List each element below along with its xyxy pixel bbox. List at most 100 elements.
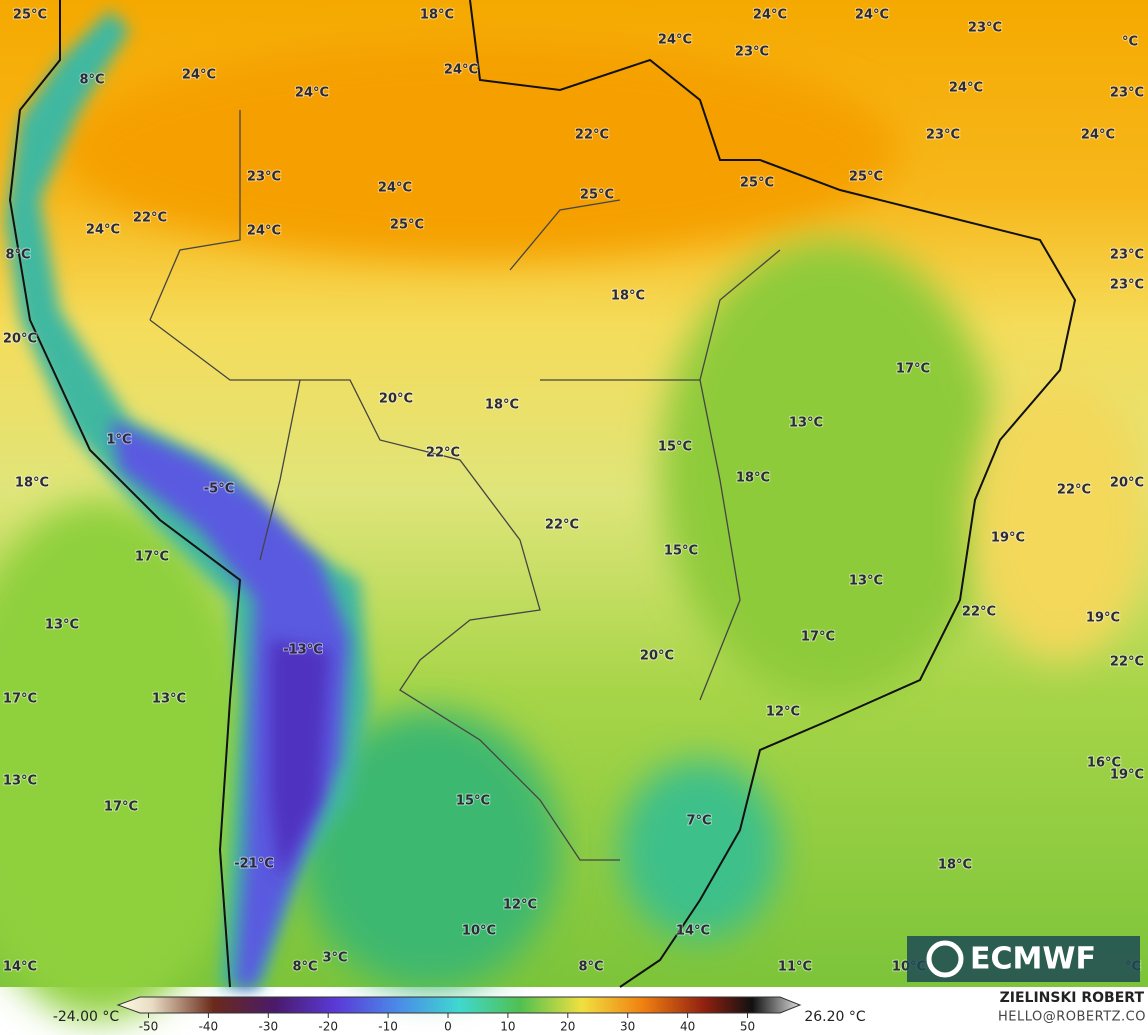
temperature-label: 24°C (182, 68, 216, 83)
temperature-label: 13°C (45, 618, 79, 633)
temperature-label: 12°C (766, 705, 800, 720)
temperature-label: 25°C (740, 176, 774, 191)
temperature-label: 18°C (485, 398, 519, 413)
temperature-label: 8°C (578, 960, 603, 975)
temperature-label: 25°C (390, 218, 424, 233)
ocean-warm (970, 380, 1148, 660)
temperature-label: 17°C (896, 362, 930, 377)
temperature-label: 24°C (1081, 128, 1115, 143)
temperature-label: 23°C (1110, 248, 1144, 263)
colorbar-tick-label: -20 (318, 1020, 338, 1034)
temperature-label: 24°C (753, 8, 787, 23)
temperature-label: 15°C (456, 794, 490, 809)
temperature-label: 16°C (1087, 756, 1121, 771)
colorbar-tick-label: 30 (620, 1020, 635, 1034)
temperature-label: 18°C (736, 471, 770, 486)
temperature-label: 23°C (1110, 86, 1144, 101)
temperature-label: -5°C (204, 482, 234, 497)
temperature-label: 22°C (575, 128, 609, 143)
temperature-label: 18°C (611, 289, 645, 304)
temperature-label: 24°C (949, 81, 983, 96)
temperature-label: 24°C (855, 8, 889, 23)
temperature-label: 22°C (962, 605, 996, 620)
coastlines (8, 0, 1077, 988)
temperature-label: 12°C (503, 898, 537, 913)
temperature-label: 23°C (1110, 278, 1144, 293)
temperature-label: 19°C (1110, 768, 1144, 783)
temperature-label: 25°C (580, 188, 614, 203)
temperature-label: 3°C (322, 951, 347, 966)
temperature-label: 15°C (664, 544, 698, 559)
temperature-label: 17°C (801, 630, 835, 645)
borders (149, 110, 781, 861)
colorbar-tick-label: 0 (444, 1020, 452, 1034)
credit-name: ZIELINSKI ROBERT (1000, 990, 1145, 1006)
cool-zone (300, 710, 560, 990)
temperature-label: 13°C (789, 416, 823, 431)
temperature-label: 8°C (292, 960, 317, 975)
temperature-label: 8°C (5, 248, 30, 263)
logo-icon (926, 940, 964, 978)
temperature-label: 17°C (3, 692, 37, 707)
temperature-label: 23°C (926, 128, 960, 143)
temperature-label: 20°C (379, 392, 413, 407)
temperature-label: 22°C (545, 518, 579, 533)
temperature-label: 1°C (106, 433, 131, 448)
temperature-label: 20°C (640, 649, 674, 664)
temperature-label: 18°C (420, 8, 454, 23)
temperature-label: -21°C (234, 857, 274, 872)
ocean-zone (0, 500, 250, 1020)
temperature-label: 13°C (152, 692, 186, 707)
temperature-label: 24°C (295, 86, 329, 101)
temperature-label: 13°C (3, 774, 37, 789)
temperature-label: 7°C (686, 814, 711, 829)
temperature-label: 24°C (86, 223, 120, 238)
temperature-label: 17°C (104, 800, 138, 815)
warm-zone (60, 40, 900, 260)
colorbar-min: -24.00 °C (53, 1009, 120, 1025)
temperature-label: 24°C (247, 224, 281, 239)
temperature-label: 22°C (1057, 483, 1091, 498)
temperature-label: 14°C (3, 960, 37, 975)
temperature-label: 8°C (79, 73, 104, 88)
colorbar-tick-label: 20 (560, 1020, 575, 1034)
temperature-label: 24°C (658, 33, 692, 48)
temperature-label: 15°C (658, 440, 692, 455)
temperature-label: 25°C (13, 8, 47, 23)
green-zone (660, 240, 1000, 700)
temperature-label: 24°C (444, 63, 478, 78)
logo-text: ECMWF (970, 942, 1096, 977)
andes-coldest (270, 640, 330, 880)
colorbar-tick-label: -40 (199, 1020, 219, 1034)
temperature-label: 19°C (991, 531, 1025, 546)
colorbar-tick-label: -30 (258, 1020, 278, 1034)
temperature-label: 22°C (426, 446, 460, 461)
temperature-label: 23°C (247, 170, 281, 185)
temperature-label: 13°C (849, 574, 883, 589)
credit-email: HELLO@ROBERTZ.CO (998, 1010, 1146, 1025)
temperature-label: 11°C (778, 960, 812, 975)
temperature-label: 17°C (135, 550, 169, 565)
colorbar-tick-label: 50 (740, 1020, 755, 1034)
colorbar: -24.00 °C 26.20 °C -50 -40 -30 -20 -10 0 10 20 3… (53, 996, 866, 1034)
colorbar-tick-label: 40 (680, 1020, 695, 1034)
temperature-label: 24°C (378, 181, 412, 196)
temperature-label: °C (1122, 35, 1138, 50)
temperature-label: 18°C (938, 858, 972, 873)
temperature-label: 22°C (133, 211, 167, 226)
temperature-label: 18°C (15, 476, 49, 491)
cool-zone (620, 760, 780, 940)
temperature-label: -13°C (283, 643, 323, 658)
colorbar-tick-label: -50 (139, 1020, 159, 1034)
colorbar-scale (116, 996, 802, 1014)
temperature-label: 22°C (1110, 655, 1144, 670)
logo-box: ECMWF (907, 936, 1140, 982)
temperature-label: 25°C (849, 170, 883, 185)
temperature-label: 10°C (462, 924, 496, 939)
map-labels: 25°C 18°C 24°C 24°C 23°C °C 24°C 23°C 8°C 24°C 24°… (2, 7, 1145, 976)
colorbar-tick-label: -10 (378, 1020, 398, 1034)
temperature-label: 20°C (1110, 476, 1144, 491)
temperature-label: 23°C (968, 21, 1002, 36)
